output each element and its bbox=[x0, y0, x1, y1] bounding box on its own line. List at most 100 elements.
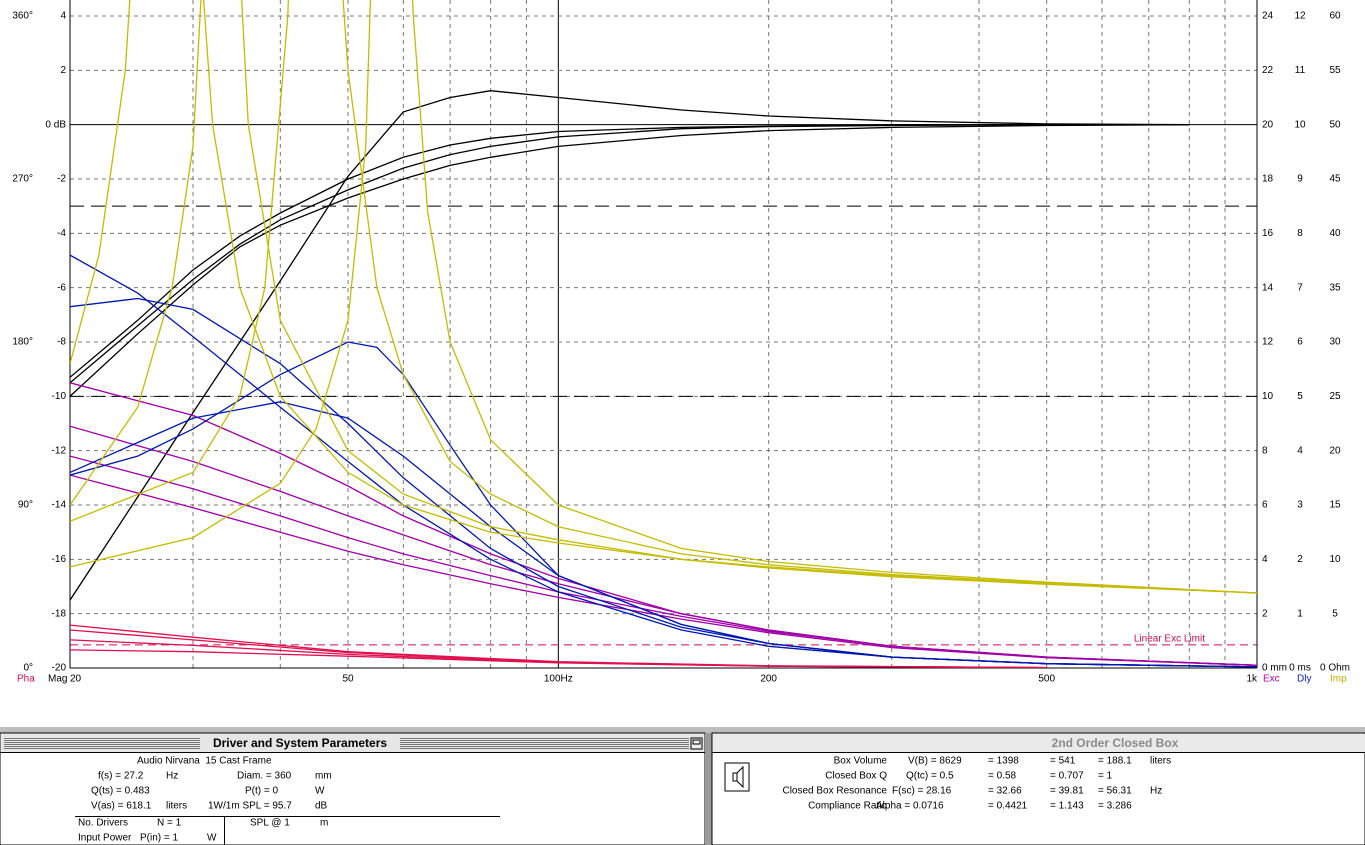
y-tick-label: -6 bbox=[57, 282, 66, 293]
row-value: = 1398 bbox=[988, 756, 1019, 767]
row-value: = 541 bbox=[1050, 756, 1076, 767]
curve bbox=[70, 425, 1257, 666]
unit: dB bbox=[315, 801, 328, 812]
x-tick-label: 100Hz bbox=[544, 674, 573, 685]
y-tick-label: 4 bbox=[1262, 554, 1268, 565]
param: 1W/1m SPL = 95.7 bbox=[208, 801, 292, 812]
curve bbox=[70, 474, 1257, 666]
param[interactable]: P(in) = 1 bbox=[140, 833, 179, 844]
y-tick-label: 8 bbox=[1262, 445, 1268, 456]
y-tick-label: 0 dB bbox=[45, 119, 66, 130]
y-tick-label: 20 bbox=[1262, 119, 1274, 130]
row-value: = 188.1 bbox=[1098, 756, 1132, 767]
curve bbox=[70, 254, 1257, 668]
y-tick-label: 60 bbox=[1329, 11, 1341, 22]
y-tick-label: 12 bbox=[1262, 337, 1274, 348]
y-tick-label: -16 bbox=[52, 554, 67, 565]
param: Diam. = 360 bbox=[237, 771, 292, 782]
y-tick-label: 7 bbox=[1297, 282, 1303, 293]
y-tick-label: 25 bbox=[1329, 391, 1341, 402]
y-tick-label: -10 bbox=[52, 391, 67, 402]
label: No. Drivers bbox=[78, 818, 128, 829]
unit: liters bbox=[166, 801, 187, 812]
limit-label: Linear Exc Limit bbox=[1134, 634, 1205, 645]
title-bg bbox=[200, 735, 400, 751]
y-tick-label: 10 bbox=[1262, 391, 1274, 402]
window-title: Driver and System Parameters bbox=[213, 736, 387, 750]
box-params: Box Volume V(B) = 8629 = 1398 = 541 = 188.1 l… bbox=[782, 756, 1171, 812]
unit: m bbox=[320, 818, 328, 829]
y-tick-label: 0 Ohm bbox=[1320, 663, 1350, 674]
y-tick-label: 14 bbox=[1262, 282, 1274, 293]
curve bbox=[70, 124, 1190, 397]
unit: mm bbox=[315, 771, 332, 782]
row-value: = 1.143 bbox=[1050, 801, 1084, 812]
y-tick-label: 55 bbox=[1329, 65, 1341, 76]
x-tick-label: 50 bbox=[342, 674, 354, 685]
y-tick-label: 8 bbox=[1297, 228, 1303, 239]
y-tick-label: 10 bbox=[1329, 554, 1341, 565]
y-tick-label: 90° bbox=[18, 500, 33, 511]
axis-label: Imp bbox=[1330, 674, 1347, 685]
unit: W bbox=[207, 833, 217, 844]
curve bbox=[70, 0, 1257, 594]
y-tick-label: 22 bbox=[1262, 65, 1274, 76]
y-tick-label: 30 bbox=[1329, 337, 1341, 348]
param[interactable]: N = 1 bbox=[157, 818, 182, 829]
y-tick-label: 24 bbox=[1262, 11, 1274, 22]
y-tick-label: -8 bbox=[57, 337, 66, 348]
y-tick-label: 0 ms bbox=[1289, 663, 1311, 674]
y-tick-label: 0 mm bbox=[1262, 663, 1287, 674]
y-tick-label: 35 bbox=[1329, 282, 1341, 293]
y-tick-label: 4 bbox=[1297, 445, 1303, 456]
curve bbox=[70, 124, 1190, 378]
y-tick-label: 18 bbox=[1262, 174, 1274, 185]
curve bbox=[70, 382, 1257, 666]
curves bbox=[70, 0, 1257, 668]
param: f(s) = 27.2 bbox=[98, 771, 144, 782]
y-tick-label: 4 bbox=[60, 11, 66, 22]
y-tick-label: 20 bbox=[1329, 445, 1341, 456]
unit: Hz bbox=[166, 771, 178, 782]
curve bbox=[70, 0, 1257, 594]
row-value: V(B) = 8629 bbox=[908, 756, 962, 767]
driver-params: Audio Nirvana 15 Cast Frame f(s) = 27.2 … bbox=[75, 756, 500, 845]
y-tick-label: 12 bbox=[1294, 11, 1306, 22]
axis-label: Dly bbox=[1297, 674, 1311, 685]
y-tick-label: -18 bbox=[52, 608, 67, 619]
curve bbox=[70, 124, 1190, 384]
y-tick-label: 50 bbox=[1329, 119, 1341, 130]
y-tick-label: 10 bbox=[1294, 119, 1306, 130]
param: V(as) = 618.1 bbox=[91, 801, 152, 812]
y-tick-label: 2 bbox=[60, 65, 66, 76]
row-unit: liters bbox=[1150, 756, 1171, 767]
y-tick-label: 16 bbox=[1262, 228, 1274, 239]
y-tick-label: -20 bbox=[52, 663, 67, 674]
param[interactable]: SPL @ 1 bbox=[250, 818, 290, 829]
param: P(t) = 0 bbox=[245, 786, 279, 797]
y-tick-label: 5 bbox=[1332, 608, 1338, 619]
plot-area: 20 50 100Hz 200 500 1k360°270°180°90°0°Pha420… bbox=[12, 0, 1350, 685]
y-tick-label: 1 bbox=[1297, 608, 1303, 619]
row-value: Q(tc) = 0.5 bbox=[906, 771, 954, 782]
closed-box-icon bbox=[724, 762, 750, 792]
axis-label: Exc bbox=[1263, 674, 1280, 685]
row-label: Box Volume bbox=[834, 756, 888, 767]
x-tick-label: 20 bbox=[70, 674, 82, 685]
y-tick-label: 5 bbox=[1297, 391, 1303, 402]
y-tick-label: 0° bbox=[23, 663, 33, 674]
row-value: = 56.31 bbox=[1098, 786, 1132, 797]
y-tick-label: 360° bbox=[12, 11, 33, 22]
y-tick-label: 6 bbox=[1262, 500, 1268, 511]
y-tick-label: 9 bbox=[1297, 174, 1303, 185]
row-value: = 0.58 bbox=[988, 771, 1017, 782]
row-label: Closed Box Resonance bbox=[782, 786, 887, 797]
y-tick-label: -2 bbox=[57, 174, 66, 185]
y-tick-label: 2 bbox=[1297, 554, 1303, 565]
row-value: = 0.707 bbox=[1050, 771, 1084, 782]
y-tick-label: -4 bbox=[57, 228, 66, 239]
row-value: = 1 bbox=[1098, 771, 1113, 782]
curve bbox=[70, 401, 1257, 668]
